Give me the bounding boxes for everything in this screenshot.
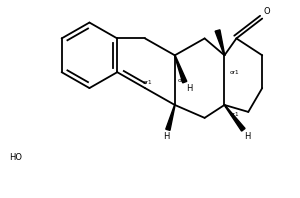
Text: H: H (186, 84, 192, 93)
Text: or1: or1 (178, 78, 188, 83)
Text: HO: HO (9, 153, 22, 162)
Polygon shape (224, 105, 245, 131)
Text: H: H (163, 132, 169, 141)
Text: or1: or1 (230, 112, 239, 117)
Text: or1: or1 (230, 70, 239, 75)
Text: or1: or1 (142, 80, 152, 85)
Text: O: O (263, 7, 270, 16)
Polygon shape (215, 30, 225, 55)
Polygon shape (166, 105, 175, 130)
Polygon shape (175, 55, 187, 83)
Text: H: H (244, 132, 251, 141)
